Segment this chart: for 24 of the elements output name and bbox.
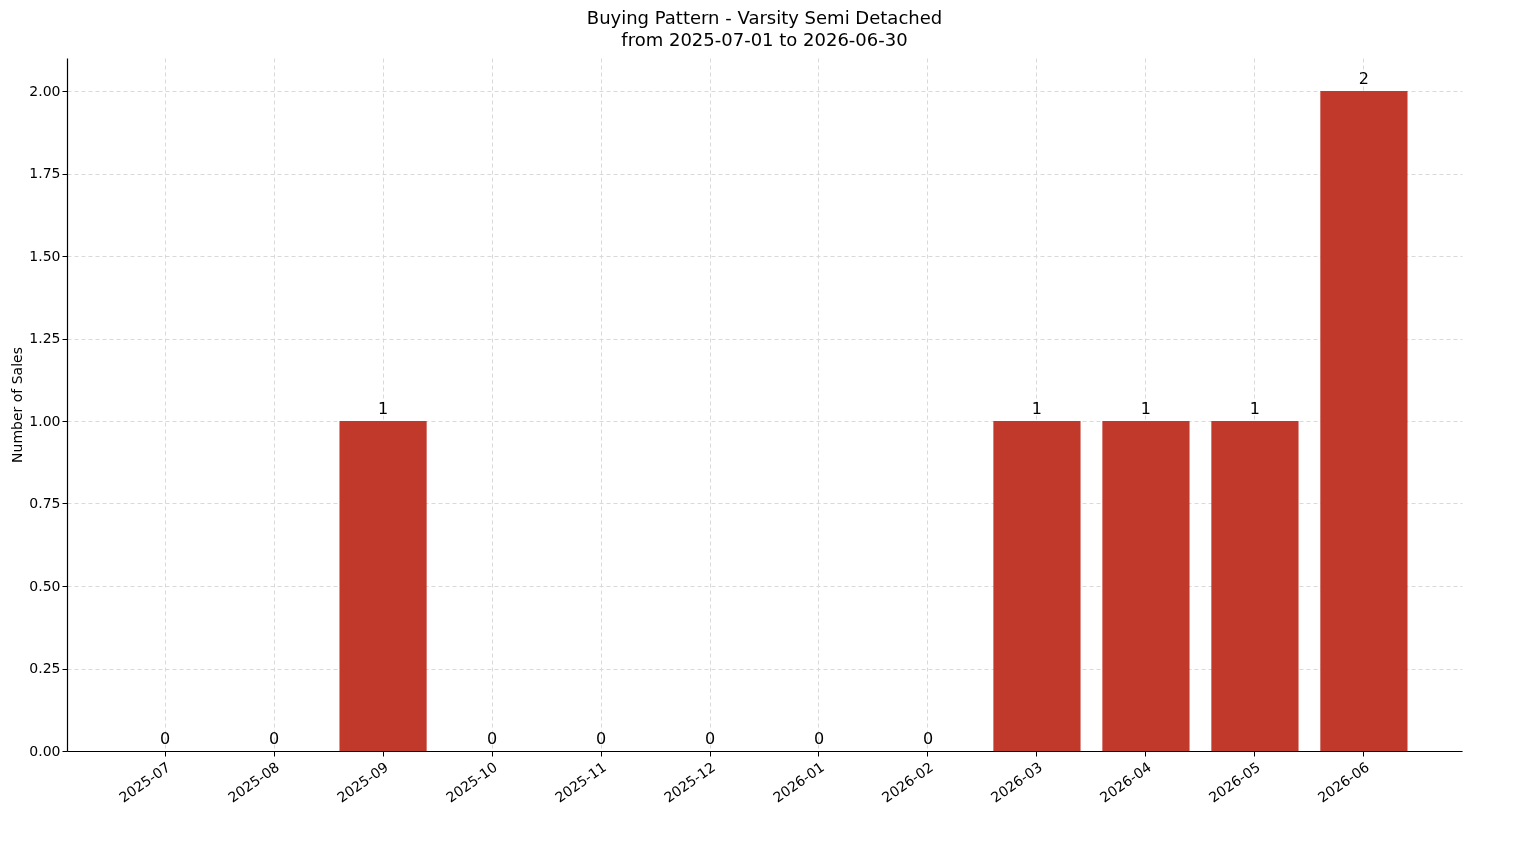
data-label: 0 <box>268 729 280 748</box>
data-label: 0 <box>595 729 607 748</box>
data-label: 0 <box>922 729 934 748</box>
data-label: 2 <box>1358 69 1370 88</box>
y-axis-title: Number of Sales <box>9 347 26 463</box>
data-label: 0 <box>486 729 498 748</box>
y-tick-label: 1.25 <box>29 330 61 346</box>
chart-subtitle: from 2025-07-01 to 2026-06-30 <box>621 29 908 50</box>
data-label: 1 <box>1140 399 1152 418</box>
y-tick-label: 1.75 <box>29 165 61 181</box>
y-tick-label: 1.00 <box>29 412 61 429</box>
data-label: 0 <box>704 729 716 748</box>
y-tick-label: 0.00 <box>29 742 61 759</box>
data-label: 1 <box>1249 399 1261 418</box>
y-tick-label: 1.50 <box>29 247 61 264</box>
y-tick-label: 0.50 <box>29 577 61 594</box>
y-tick-label: 0.75 <box>29 495 61 511</box>
data-label: 1 <box>1031 399 1043 418</box>
data-label: 0 <box>813 729 825 748</box>
data-label: 1 <box>377 399 389 418</box>
data-label: 0 <box>159 729 171 748</box>
y-tick-label: 2.00 <box>29 82 61 99</box>
y-tick-label: 0.25 <box>29 660 61 676</box>
chart-title: Buying Pattern - Varsity Semi Detached <box>586 7 943 28</box>
